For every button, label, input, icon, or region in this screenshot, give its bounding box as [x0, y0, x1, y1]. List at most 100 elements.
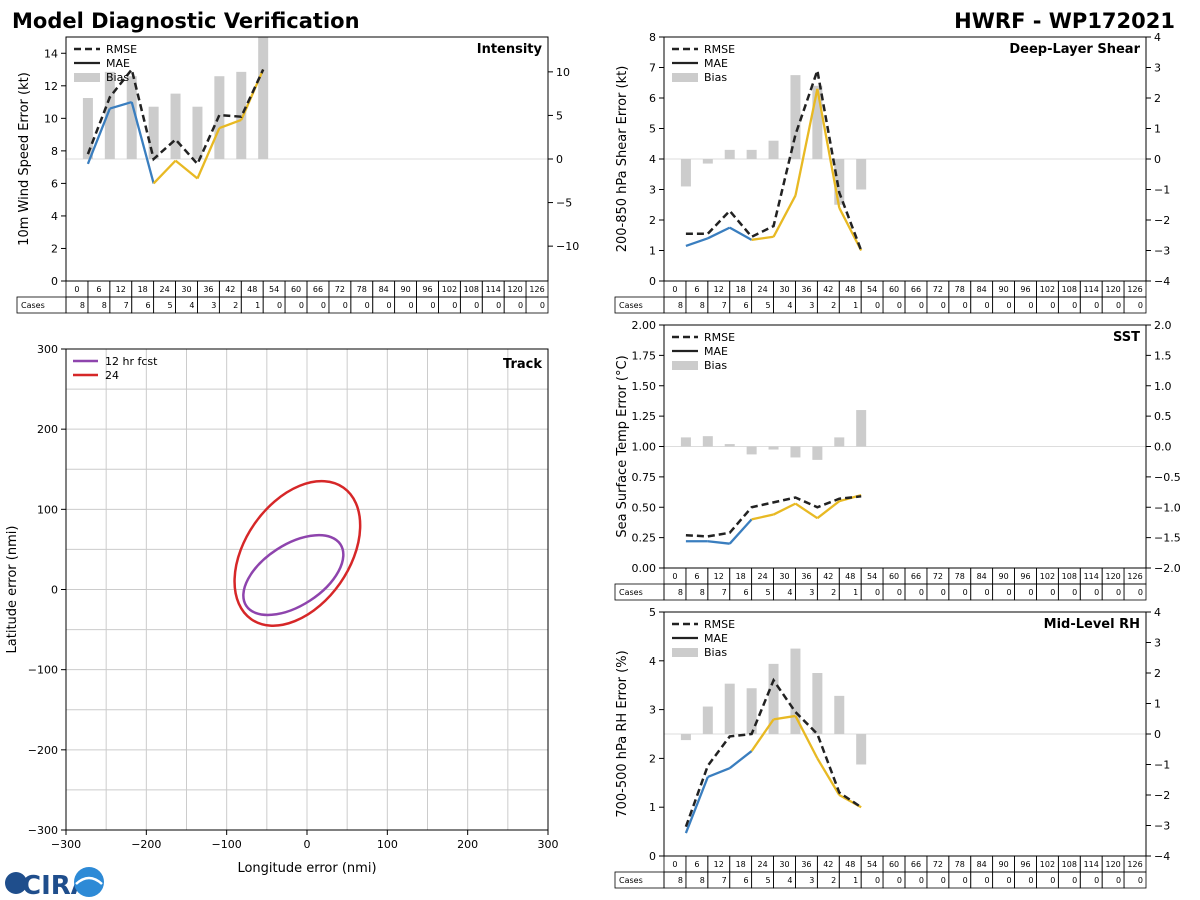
hour-label: 30: [181, 285, 191, 294]
case-count: 6: [744, 588, 749, 597]
hour-label: 72: [933, 285, 943, 294]
y-tick-label: −300: [28, 824, 58, 837]
bias-bar: [790, 648, 801, 734]
hour-label: 42: [823, 285, 833, 294]
hour-label: 72: [933, 860, 943, 869]
case-count: 7: [722, 588, 727, 597]
cases-table: 0868127186245304363422481540600660720780…: [16, 280, 549, 314]
y-tick-label: −100: [28, 664, 58, 677]
hour-label: 78: [955, 572, 965, 581]
cases-header-label: Cases: [619, 301, 643, 310]
case-count: 0: [321, 301, 326, 310]
bias-bar: [82, 98, 93, 159]
hour-label: 78: [357, 285, 367, 294]
hour-label: 102: [1040, 572, 1055, 581]
hour-label: 126: [529, 285, 544, 294]
cases-table: 0868127186245304363422481540600660720780…: [614, 280, 1147, 314]
y2-tick-label: 2: [1154, 92, 1161, 105]
rmse-line: [684, 677, 862, 828]
case-count: 2: [831, 301, 836, 310]
bias-bar: [856, 734, 867, 765]
hour-label: 84: [977, 572, 987, 581]
legend-bias-swatch: [672, 73, 698, 82]
mae-line-segment: [772, 195, 797, 238]
y-tick-label: −200: [28, 744, 58, 757]
panel-title: Mid-Level RH: [1044, 617, 1140, 632]
hour-label: 18: [736, 572, 746, 581]
hour-label: 108: [1062, 572, 1077, 581]
y-tick-label: 8: [649, 31, 656, 44]
mae-line-segment: [794, 88, 819, 196]
case-cell: [1123, 871, 1147, 889]
bias-bar: [812, 446, 823, 460]
y-axis-label: 700-500 hPa RH Error (%): [615, 650, 630, 817]
y-tick-label: 1.75: [632, 349, 657, 362]
case-count: 0: [387, 301, 392, 310]
bias-bar: [724, 149, 735, 159]
case-count: 0: [1138, 301, 1143, 310]
y2-tick-label: 1: [1154, 123, 1161, 136]
mae-line-segment: [794, 715, 819, 759]
hour-label: 108: [1062, 860, 1077, 869]
bias-bar: [724, 444, 735, 447]
case-count: 0: [474, 301, 479, 310]
bias-bar: [856, 159, 867, 190]
mae-line-segment: [751, 235, 774, 241]
case-count: 4: [787, 876, 792, 885]
hour-label: 48: [845, 285, 855, 294]
mae-line-segment: [707, 767, 731, 779]
case-cell: [1123, 583, 1147, 601]
bias-bar: [746, 688, 757, 734]
rmse-line: [86, 66, 265, 167]
case-count: 0: [1006, 876, 1011, 885]
y2-tick-label: 10: [556, 66, 570, 79]
case-count: 4: [787, 301, 792, 310]
case-count: 0: [875, 301, 880, 310]
legend-rmse-label: RMSE: [704, 43, 735, 56]
case-count: 0: [919, 876, 924, 885]
legend-24hr-label: 24: [105, 369, 119, 382]
case-count: 0: [1006, 301, 1011, 310]
y2-tick-label: −1.5: [1154, 532, 1181, 545]
case-count: 0: [496, 301, 501, 310]
case-cell: [525, 296, 549, 314]
y2-tick-label: −1.0: [1154, 501, 1181, 514]
case-count: 3: [809, 588, 814, 597]
case-count: 0: [1028, 876, 1033, 885]
case-count: 0: [963, 876, 968, 885]
legend-bias-swatch: [74, 73, 100, 82]
mae-line-segment: [196, 127, 221, 179]
legend-rmse-label: RMSE: [704, 331, 735, 344]
bias-bar: [768, 663, 779, 734]
mae-line-segment: [86, 108, 111, 165]
mae-line-segment: [685, 237, 709, 248]
bias-bar: [746, 149, 757, 159]
cira-logo-emblem: [5, 872, 27, 894]
case-count: 3: [809, 876, 814, 885]
case-count: 0: [897, 876, 902, 885]
mae-line-segment: [750, 718, 775, 752]
model-storm-label: HWRF - WP172021: [954, 9, 1175, 33]
case-count: 0: [1050, 588, 1055, 597]
y-axis-label: 10m Wind Speed Error (kt): [17, 72, 32, 246]
panel-title: Track: [503, 357, 542, 372]
case-cell: [1123, 296, 1147, 314]
track-ellipse: [233, 479, 362, 627]
hour-label: 96: [1020, 572, 1030, 581]
case-count: 0: [897, 301, 902, 310]
y2-tick-label: 0.5: [1154, 410, 1172, 423]
case-count: 0: [985, 588, 990, 597]
y-tick-label: 200: [37, 423, 58, 436]
y-tick-label: 14: [44, 47, 58, 60]
bias-bar: [790, 75, 801, 159]
cases-table: 0868127186245304363422481540600660720780…: [614, 567, 1147, 601]
bias-bar: [746, 446, 757, 455]
y-tick-label: 0: [649, 275, 656, 288]
y-tick-label: 2: [649, 752, 656, 765]
panel-title: Intensity: [477, 42, 543, 57]
mae-line-segment: [794, 502, 819, 520]
bias-bar: [126, 76, 137, 159]
bias-bar: [680, 159, 691, 187]
